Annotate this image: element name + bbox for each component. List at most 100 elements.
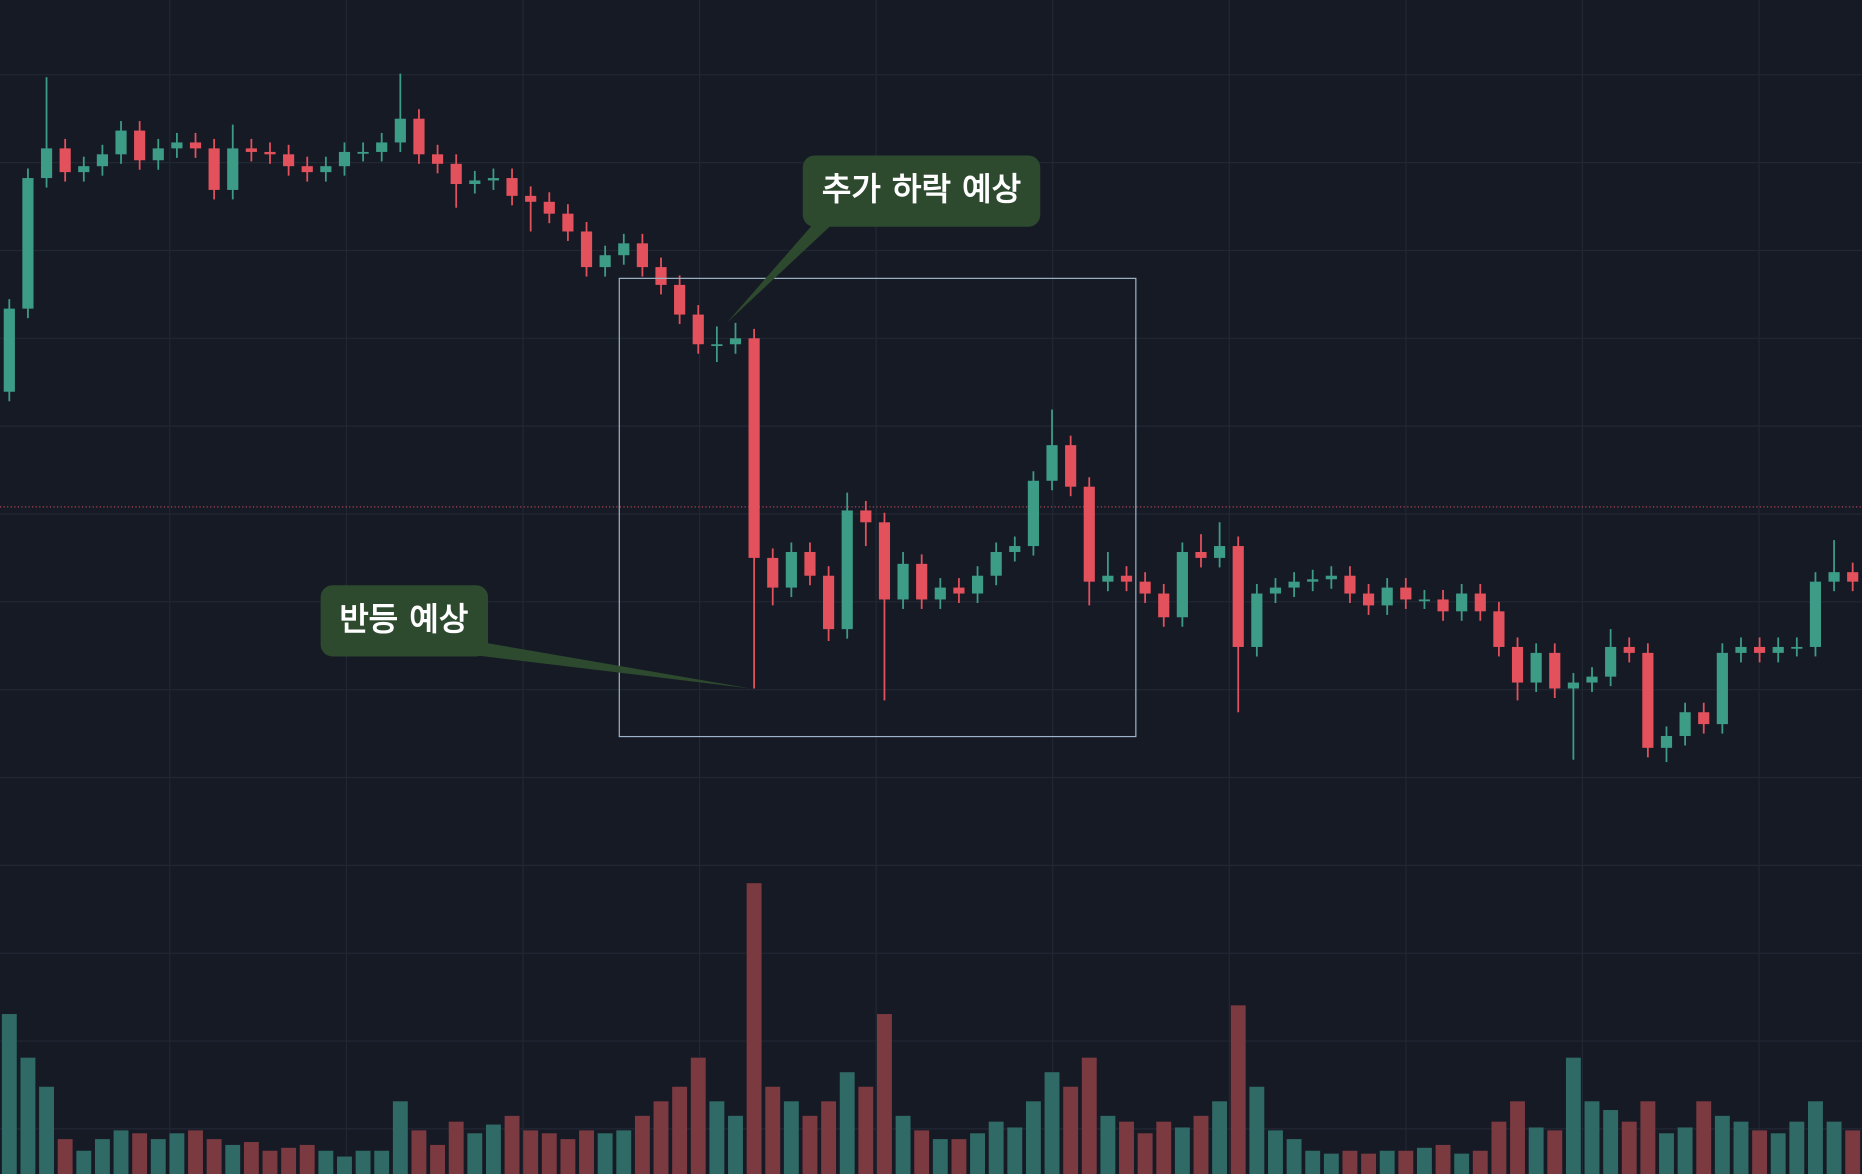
volume-bar (318, 1150, 334, 1174)
candle-body (1679, 712, 1691, 736)
volume-bar (1528, 1127, 1544, 1174)
volume-bar (1342, 1150, 1358, 1174)
volume-bar (1714, 1115, 1730, 1174)
candle-body (804, 551, 816, 576)
candle-body (1325, 575, 1337, 580)
candle-body (1083, 486, 1095, 582)
volume-bar (746, 883, 762, 1174)
candle-body (227, 148, 239, 190)
volume-bar (765, 1086, 781, 1174)
volume-bar (150, 1139, 166, 1174)
candle-body (1344, 575, 1356, 594)
volume-bar (634, 1115, 650, 1174)
candle-body (357, 151, 369, 154)
candle-body (1847, 572, 1859, 582)
volume-bar (1137, 1133, 1153, 1174)
candle-body (1214, 546, 1226, 558)
volume-bar (690, 1057, 706, 1174)
candle-body (1549, 652, 1561, 689)
volume-bar (728, 1115, 743, 1174)
volume-bar (206, 1139, 222, 1174)
candle-body (245, 148, 257, 152)
volume-bar (1230, 1005, 1246, 1174)
volume-bar (1361, 1153, 1377, 1174)
candle-body (599, 255, 611, 268)
candle-body (1530, 652, 1542, 683)
volume-bar (802, 1115, 818, 1174)
candle-body (1493, 611, 1505, 647)
candle-body (301, 166, 313, 173)
candle-body (1158, 593, 1170, 618)
volume-bar (355, 1150, 371, 1174)
candle-body (40, 148, 53, 179)
candle-body (431, 154, 444, 164)
volume-bar (1845, 1130, 1861, 1174)
volume-bar (858, 1086, 874, 1174)
candle-body (171, 142, 183, 149)
volume-bar (113, 1130, 129, 1174)
volume-bar (20, 1057, 36, 1174)
candle-body (1828, 572, 1840, 582)
volume-bar (1063, 1086, 1079, 1174)
volume-bar (1398, 1150, 1414, 1174)
candle-body (208, 148, 220, 190)
candle-body (990, 551, 1002, 576)
candle-body (1437, 599, 1449, 612)
volume-bar (281, 1147, 297, 1174)
candle-body (860, 510, 872, 523)
volume-bar (1323, 1153, 1339, 1174)
volume-bar (1025, 1101, 1041, 1174)
candle-body (1176, 551, 1188, 618)
volume-bar (1454, 1153, 1470, 1174)
volume-bar (560, 1139, 576, 1174)
volume-bar (1119, 1121, 1134, 1174)
volume-bar (914, 1130, 930, 1174)
volume-bar (94, 1139, 110, 1174)
volume-bar (1268, 1130, 1283, 1174)
candle-body (450, 163, 462, 184)
volume-bar (1249, 1086, 1265, 1174)
volume-bar (988, 1121, 1004, 1174)
volume-bar (1305, 1150, 1321, 1174)
candle-body (1381, 587, 1393, 606)
candle-body (692, 314, 704, 345)
candle-layer (3, 73, 1859, 763)
volume-bar (1510, 1101, 1525, 1174)
candle-body (1120, 575, 1133, 582)
candle-body (115, 130, 127, 155)
candle-body (264, 151, 276, 155)
volume-bar (337, 1156, 352, 1174)
volume-bar (597, 1133, 613, 1174)
candle-body (487, 178, 500, 181)
candle-body (1660, 735, 1673, 748)
volume-bar (579, 1130, 594, 1174)
volume-bar (821, 1101, 837, 1174)
volume-bar (76, 1150, 92, 1174)
volume-bar (1659, 1133, 1674, 1174)
candle-body (525, 195, 537, 202)
candle-body (1474, 593, 1486, 612)
volume-bar (1007, 1127, 1023, 1174)
candle-body (413, 118, 425, 155)
candle-body (376, 142, 388, 152)
volume-bar (504, 1115, 520, 1174)
candle-body (674, 284, 686, 315)
volume-bar (1565, 1057, 1581, 1174)
candle-body (78, 166, 90, 173)
candle-body (1567, 682, 1579, 689)
volume-bar (1044, 1072, 1060, 1174)
volume-bar (1733, 1121, 1749, 1174)
volume-bar (1212, 1101, 1228, 1174)
volume-bar (262, 1150, 278, 1174)
candle-body (729, 338, 742, 345)
volume-bar (39, 1086, 54, 1174)
volume-bar (877, 1014, 892, 1174)
candle-body (543, 201, 555, 214)
candle-body (189, 142, 202, 149)
callout-box (802, 155, 1041, 227)
candle-body (338, 151, 351, 167)
candle-body (916, 563, 928, 600)
